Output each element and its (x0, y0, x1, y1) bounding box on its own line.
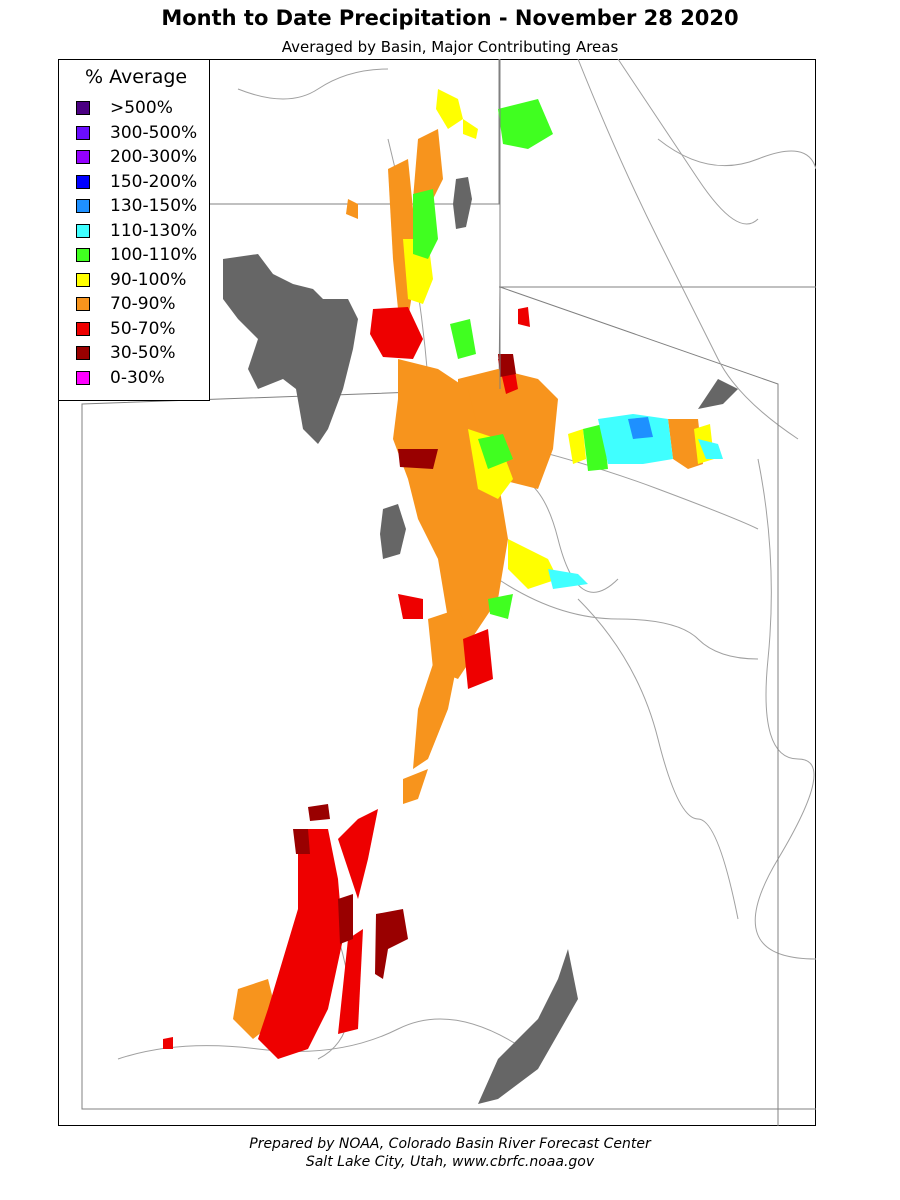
map-subtitle: Averaged by Basin, Major Contributing Ar… (281, 38, 619, 56)
basins-90-100[interactable] (403, 89, 714, 589)
idaho-utah-border (208, 59, 500, 205)
legend-label: 0-30% (110, 367, 165, 388)
legend-swatch (76, 370, 90, 385)
rivers (117, 59, 816, 1060)
great-salt-lake (223, 254, 358, 444)
legend-label: >500% (110, 98, 173, 118)
legend-swatch (76, 223, 90, 238)
legend-label: 90-100% (110, 269, 187, 290)
legend-label: 30-50% (110, 343, 176, 363)
legend-swatch (76, 199, 90, 213)
legend-swatch (76, 321, 90, 336)
legend-swatch (76, 101, 90, 115)
highway-lines (499, 59, 779, 1126)
basins-50-70[interactable] (163, 307, 530, 1059)
lake-powell (478, 949, 578, 1104)
legend-label: 130-150% (110, 196, 198, 216)
legend-label: 50-70% (110, 318, 176, 339)
legend-label: 110-130% (110, 220, 198, 241)
lakes (223, 177, 738, 1104)
basins-130-150[interactable] (628, 417, 653, 439)
map-title: Month to Date Precipitation - November 2… (161, 6, 739, 30)
basins-30-50[interactable] (293, 354, 516, 979)
map-legend: % Average >500% 300-500% 200-300% 150-200% 1… (59, 60, 210, 401)
basins-110-130[interactable] (548, 414, 723, 589)
legend-label: 100-110% (110, 245, 198, 265)
credit-line-2: Salt Lake City, Utah, www.cbrfc.noaa.gov (305, 1154, 595, 1170)
legend-swatch (76, 125, 90, 140)
legend-swatch (76, 150, 90, 164)
legend-swatch (76, 297, 90, 311)
legend-label: 70-90% (110, 294, 176, 314)
legend-swatch (76, 346, 90, 360)
utah-lake (380, 504, 406, 559)
legend-swatch (76, 272, 90, 287)
legend-swatch (76, 174, 90, 189)
flaming-gorge (698, 379, 738, 409)
legend-swatch (76, 248, 90, 262)
credit-line-1: Prepared by NOAA, Colorado Basin River F… (249, 1136, 651, 1152)
legend-label: 300-500% (110, 122, 198, 143)
legend-label: 150-200% (110, 171, 198, 192)
legend-title: % Average (85, 66, 188, 88)
bear-lake (453, 177, 472, 229)
legend-label: 200-300% (110, 147, 198, 167)
precipitation-map[interactable] (58, 59, 816, 1126)
